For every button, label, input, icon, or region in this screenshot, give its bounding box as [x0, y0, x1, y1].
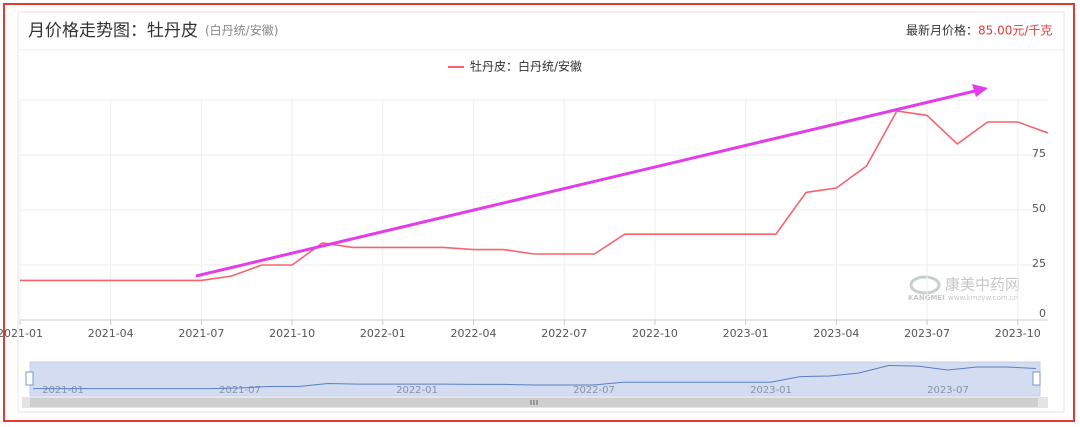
thumb-grip	[530, 400, 538, 405]
watermark-name: 康美中药网	[945, 276, 1020, 294]
arrow-shaft	[195, 89, 976, 278]
trend-arrow	[195, 84, 988, 278]
zoom-label: 2023-01	[750, 385, 792, 396]
x-tick-label: 2022-10	[632, 327, 678, 340]
zoom-label: 2023-07	[927, 385, 969, 396]
x-tick-label: 2021-01	[0, 327, 43, 340]
legend-label: 牡丹皮：白丹统/安徽	[470, 59, 582, 74]
latest-value: 85.00元/千克	[978, 24, 1052, 38]
zoom-label: 2022-07	[573, 385, 615, 396]
x-tick-label: 2021-04	[88, 327, 134, 340]
y-tick-label: 0	[1039, 307, 1046, 320]
x-tick-label: 2021-07	[178, 327, 224, 340]
series-line	[20, 110, 1049, 282]
zoom-handle-right[interactable]	[1032, 371, 1041, 386]
y-tick-label: 50	[1032, 202, 1046, 215]
zoom-line	[33, 364, 1037, 390]
watermark: 康美中药网 KANGMEI www.kmzyw.com.cn	[908, 275, 1020, 302]
zoom-label: 2021-07	[219, 385, 261, 396]
zoom-label: 2022-01	[396, 385, 438, 396]
x-tick-label: 2023-01	[723, 327, 769, 340]
x-tick-label: 2022-07	[541, 327, 587, 340]
x-tick-label: 2022-04	[451, 327, 497, 340]
x-tick-label: 2022-01	[360, 327, 406, 340]
watermark-url: www.kmzyw.com.cn	[948, 294, 1018, 302]
plot: 0 25 50 75 2021-01 2021-04 2021-07 2021-10 2022-…	[0, 100, 1049, 340]
watermark-logo	[909, 275, 941, 295]
zoom-window	[29, 361, 1041, 397]
chart-subtitle: (白丹统/安徽)	[205, 23, 278, 38]
arrow-head	[972, 84, 988, 97]
frame	[3, 3, 1075, 422]
x-tick-label: 2023-07	[904, 327, 950, 340]
chart-title: 月价格走势图：牡丹皮	[28, 21, 198, 41]
y-tick-label: 75	[1032, 147, 1046, 160]
data-zoom[interactable]: 2021-01 2021-07 2022-01 2022-07 2023-01 2023-…	[22, 361, 1048, 408]
zoom-label: 2021-01	[42, 385, 84, 396]
latest-label: 最新月价格：	[906, 23, 978, 38]
y-tick-label: 25	[1032, 257, 1046, 270]
watermark-brand: KANGMEI	[908, 294, 945, 302]
x-tick-label: 2023-10	[995, 327, 1041, 340]
x-tick-label: 2023-04	[813, 327, 859, 340]
x-tick-label: 2021-10	[269, 327, 315, 340]
zoom-handle-left[interactable]	[25, 371, 34, 386]
panel	[17, 11, 1065, 413]
